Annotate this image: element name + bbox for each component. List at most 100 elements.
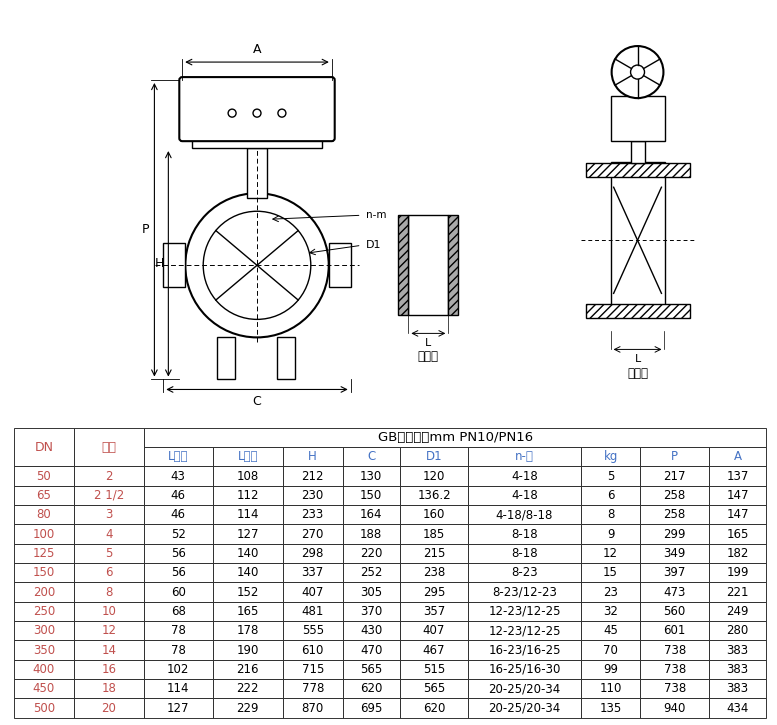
Bar — [213, 660, 283, 679]
Text: 560: 560 — [664, 605, 686, 618]
Bar — [144, 679, 213, 698]
Text: 150: 150 — [360, 489, 382, 502]
Text: 407: 407 — [301, 586, 324, 599]
Bar — [586, 304, 690, 318]
Text: 430: 430 — [360, 624, 382, 637]
Bar — [14, 582, 74, 602]
Bar — [709, 602, 766, 621]
Bar — [343, 698, 399, 718]
Bar — [640, 544, 709, 563]
Text: 229: 229 — [236, 702, 259, 715]
Bar — [14, 660, 74, 679]
Bar — [213, 486, 283, 505]
Text: 738: 738 — [664, 644, 686, 657]
Bar — [399, 660, 469, 679]
Text: 233: 233 — [301, 508, 324, 521]
Text: kg: kg — [604, 450, 618, 463]
Text: GB国标尺寸mm PN10/PN16: GB国标尺寸mm PN10/PN16 — [378, 431, 533, 444]
Text: 165: 165 — [236, 605, 259, 618]
Bar — [213, 679, 283, 698]
Text: 217: 217 — [664, 470, 686, 483]
Bar — [448, 215, 458, 315]
Text: 178: 178 — [236, 624, 259, 637]
Bar — [580, 466, 640, 486]
Text: 220: 220 — [360, 547, 382, 560]
Text: 357: 357 — [423, 605, 445, 618]
Text: 238: 238 — [423, 566, 445, 579]
Text: 738: 738 — [664, 682, 686, 695]
Text: 467: 467 — [423, 644, 445, 657]
Text: 258: 258 — [664, 489, 686, 502]
Text: 164: 164 — [360, 508, 382, 521]
Bar — [631, 141, 644, 163]
Bar — [469, 524, 580, 544]
Text: 270: 270 — [301, 528, 324, 541]
Bar — [14, 621, 74, 640]
Bar — [640, 447, 709, 466]
Bar — [709, 582, 766, 602]
Bar — [213, 582, 283, 602]
Bar — [469, 660, 580, 679]
Bar — [399, 563, 469, 582]
Text: A: A — [253, 43, 261, 56]
Bar — [144, 602, 213, 621]
Text: 230: 230 — [301, 489, 324, 502]
Text: 383: 383 — [726, 644, 748, 657]
Text: 350: 350 — [33, 644, 55, 657]
Bar — [74, 582, 144, 602]
Text: 258: 258 — [664, 508, 686, 521]
Bar — [469, 563, 580, 582]
Bar — [580, 544, 640, 563]
Text: 8-18: 8-18 — [511, 528, 538, 541]
Text: 8-23/12-23: 8-23/12-23 — [492, 586, 557, 599]
Bar — [14, 505, 74, 524]
Text: 298: 298 — [301, 547, 324, 560]
Bar — [74, 640, 144, 660]
Bar — [14, 679, 74, 698]
Bar — [213, 505, 283, 524]
Bar — [709, 698, 766, 718]
Bar — [163, 244, 185, 287]
Text: 45: 45 — [603, 624, 618, 637]
Circle shape — [228, 109, 236, 117]
Bar — [144, 582, 213, 602]
Bar — [580, 640, 640, 660]
Bar — [709, 640, 766, 660]
Bar — [343, 505, 399, 524]
Text: 135: 135 — [600, 702, 622, 715]
Bar — [709, 505, 766, 524]
Bar — [144, 486, 213, 505]
Bar — [283, 544, 343, 563]
Bar — [640, 660, 709, 679]
Text: n-㎜: n-㎜ — [515, 450, 534, 463]
Text: 4-18: 4-18 — [511, 489, 538, 502]
Text: 473: 473 — [664, 586, 686, 599]
Bar — [74, 505, 144, 524]
Text: 565: 565 — [423, 682, 445, 695]
Bar — [640, 466, 709, 486]
Text: 5: 5 — [607, 470, 615, 483]
Text: 140: 140 — [236, 566, 259, 579]
Bar — [343, 544, 399, 563]
Bar — [469, 640, 580, 660]
Bar — [74, 563, 144, 582]
Text: 215: 215 — [423, 547, 445, 560]
Bar — [283, 486, 343, 505]
Text: 450: 450 — [33, 682, 55, 695]
Bar — [277, 337, 294, 379]
Text: 295: 295 — [423, 586, 445, 599]
Text: 383: 383 — [726, 663, 748, 676]
Text: 4: 4 — [105, 528, 113, 541]
Bar — [283, 698, 343, 718]
Text: 46: 46 — [171, 489, 186, 502]
Text: 20-25/20-34: 20-25/20-34 — [489, 682, 561, 695]
Bar — [343, 447, 399, 466]
Text: 120: 120 — [423, 470, 445, 483]
Bar — [611, 162, 665, 318]
Bar — [144, 428, 766, 447]
Text: 152: 152 — [236, 586, 259, 599]
Circle shape — [611, 46, 664, 98]
Text: 778: 778 — [301, 682, 324, 695]
Bar — [343, 640, 399, 660]
Text: 102: 102 — [167, 663, 190, 676]
